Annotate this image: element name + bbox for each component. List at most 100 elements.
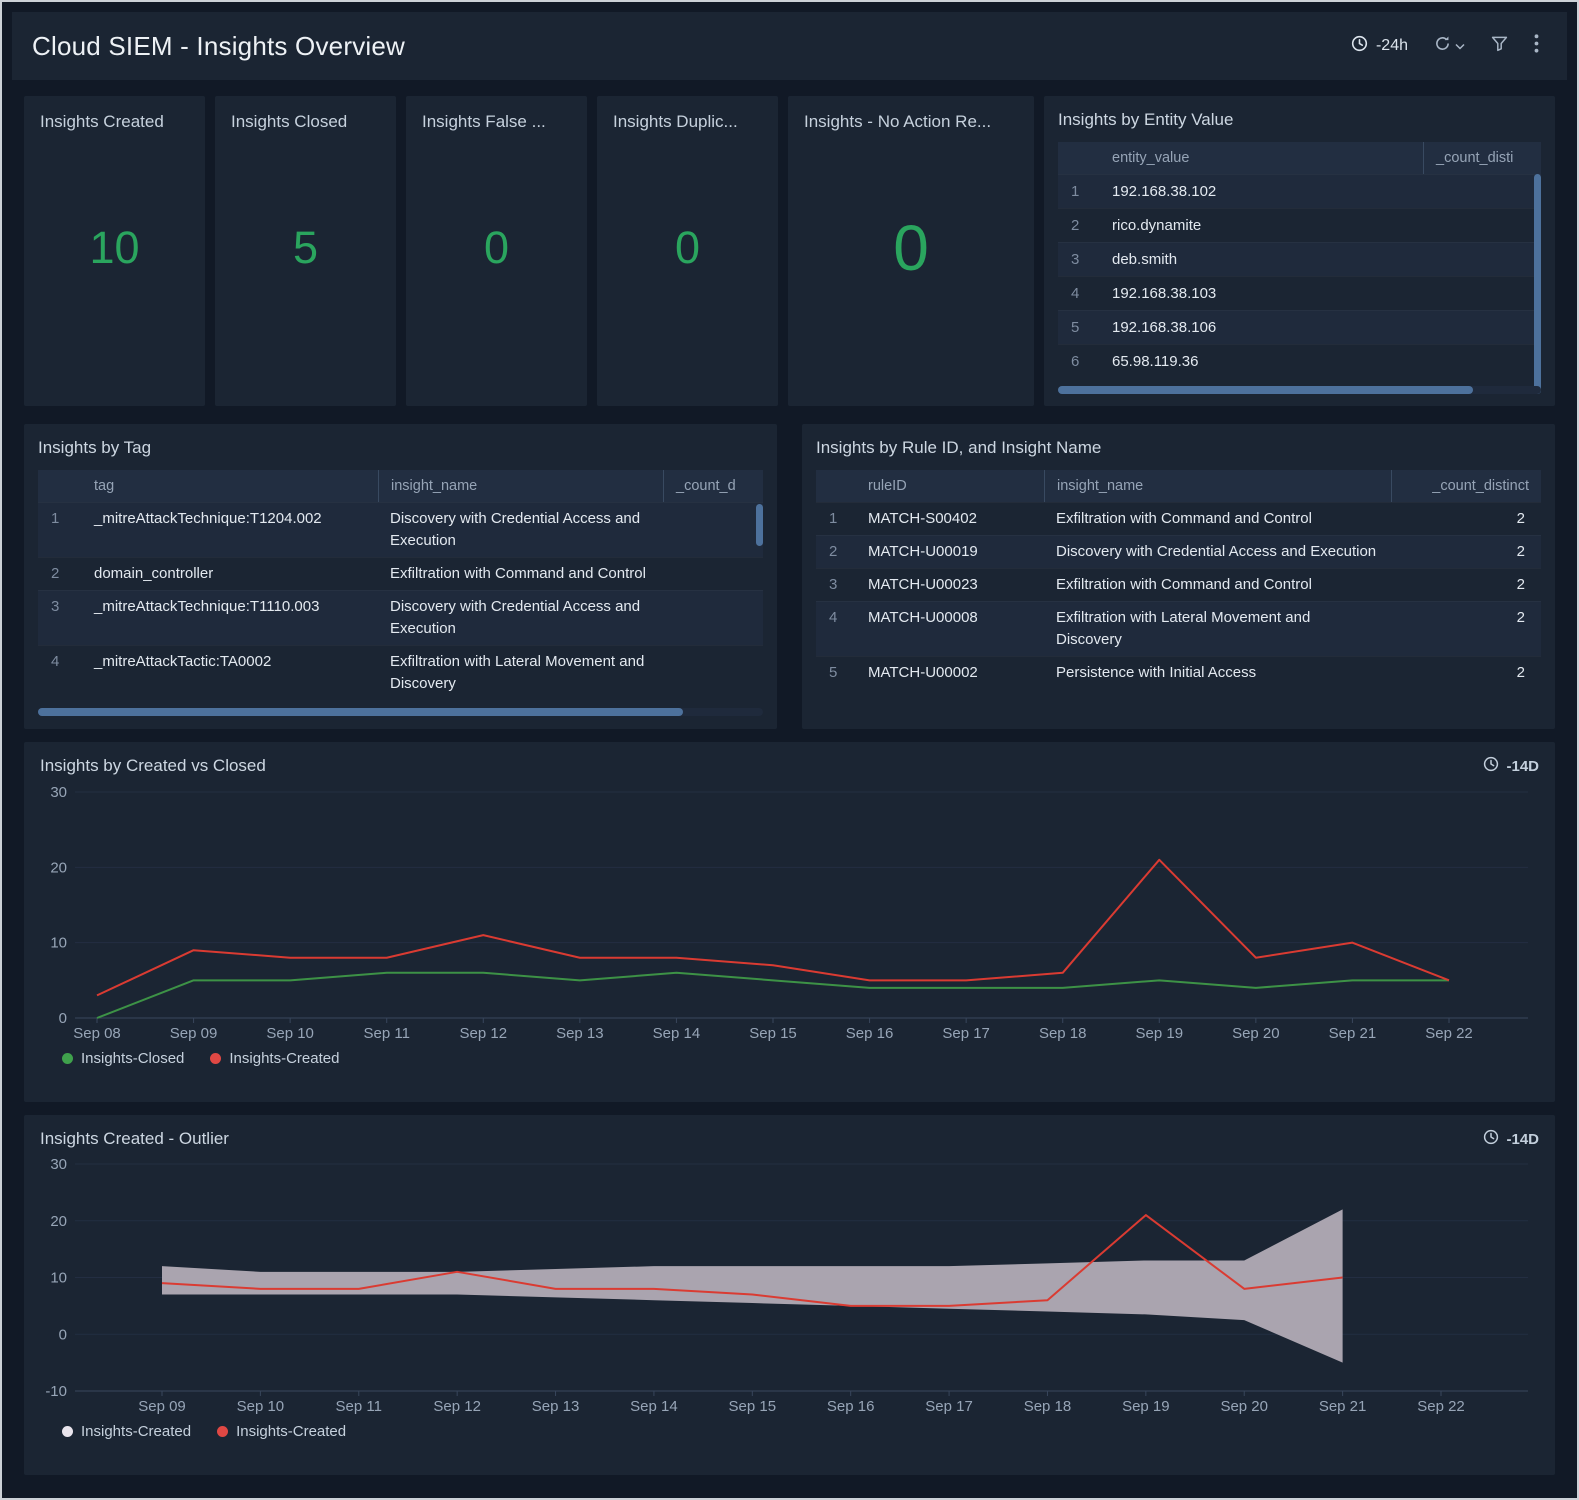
- header-cell-entity-value[interactable]: entity_value: [1100, 142, 1423, 174]
- svg-text:Sep 20: Sep 20: [1232, 1025, 1280, 1042]
- table-row[interactable]: 3_mitreAttackTechnique:T1110.003Discover…: [38, 590, 763, 645]
- clock-icon: [1483, 1129, 1499, 1149]
- table-row[interactable]: 4192.168.38.103: [1058, 276, 1541, 310]
- table-row[interactable]: 4_mitreAttackTactic:TA0002Exfiltration w…: [38, 645, 763, 700]
- entity-value-cell: 192.168.38.106: [1100, 311, 1423, 344]
- refresh-button[interactable]: [1434, 35, 1465, 57]
- count-cell: [663, 646, 763, 700]
- table-row[interactable]: 665.98.119.36: [1058, 344, 1541, 378]
- rule-id-cell: MATCH-U00008: [856, 602, 1044, 656]
- svg-text:Sep 09: Sep 09: [138, 1398, 186, 1415]
- rule-id-cell: MATCH-U00019: [856, 536, 1044, 568]
- legend-item[interactable]: Insights-Created: [62, 1423, 191, 1440]
- dashboard-title: Cloud SIEM - Insights Overview: [32, 31, 405, 62]
- row-index: 1: [816, 503, 856, 535]
- table-row[interactable]: 3deb.smith: [1058, 242, 1541, 276]
- header-cell-count[interactable]: _count_d: [663, 470, 763, 502]
- svg-text:Sep 16: Sep 16: [846, 1025, 894, 1042]
- svg-text:0: 0: [59, 1326, 67, 1343]
- header-cell-count[interactable]: _count_distinct: [1391, 470, 1541, 502]
- row-index: 2: [816, 536, 856, 568]
- vertical-scrollbar-thumb[interactable]: [756, 504, 763, 546]
- insights-by-entity-value-panel: Insights by Entity Value entity_value _c…: [1044, 96, 1555, 406]
- table-row[interactable]: 4MATCH-U00008Exfiltration with Lateral M…: [816, 601, 1541, 656]
- svg-text:Sep 11: Sep 11: [363, 1025, 409, 1042]
- header-cell-count[interactable]: _count_disti: [1423, 142, 1541, 174]
- horizontal-scrollbar-thumb[interactable]: [38, 708, 683, 716]
- kebab-menu-icon: [1534, 34, 1539, 58]
- tag-cell: domain_controller: [82, 558, 378, 590]
- chart-header: Insights by Created vs Closed -14D: [40, 756, 1539, 776]
- legend-item[interactable]: Insights-Created: [217, 1423, 346, 1440]
- header-cell-index: [38, 470, 82, 502]
- insight-name-cell: Discovery with Credential Access and Exe…: [378, 591, 663, 645]
- rule-id-cell: MATCH-U00002: [856, 657, 1044, 689]
- header-cell-tag[interactable]: tag: [82, 470, 378, 502]
- insight-name-cell: Persistence with Initial Access: [1044, 657, 1391, 689]
- header-cell-rule-id[interactable]: ruleID: [856, 470, 1044, 502]
- tables-row: Insights by Tag tag insight_name _count_…: [24, 424, 1555, 729]
- table-row[interactable]: 2domain_controllerExfiltration with Comm…: [38, 557, 763, 590]
- table-row[interactable]: 1MATCH-S00402Exfiltration with Command a…: [816, 502, 1541, 535]
- count-cell: 2: [1391, 602, 1541, 656]
- panel-title: Insights Created - Outlier: [40, 1129, 229, 1149]
- created-vs-closed-chart-canvas[interactable]: 0102030Sep 08Sep 09Sep 10Sep 11Sep 12Sep…: [40, 782, 1539, 1044]
- entity-table-body: 1192.168.38.1022rico.dynamite3deb.smith4…: [1058, 174, 1541, 378]
- svg-text:Sep 12: Sep 12: [433, 1398, 481, 1415]
- svg-text:Sep 18: Sep 18: [1024, 1398, 1072, 1415]
- more-options-button[interactable]: [1534, 34, 1539, 58]
- vertical-scrollbar: [1534, 174, 1541, 394]
- header-cell-index: [816, 470, 856, 502]
- table-row[interactable]: 5MATCH-U00002Persistence with Initial Ac…: [816, 656, 1541, 689]
- horizontal-scrollbar-thumb[interactable]: [1058, 386, 1473, 394]
- chart-time-range-label: -14D: [1506, 1131, 1539, 1148]
- panel-insights-duplicate: Insights Duplic... 0: [597, 96, 778, 406]
- tag-cell: _mitreAttackTechnique:T1204.002: [82, 503, 378, 557]
- vertical-scrollbar-thumb[interactable]: [1534, 174, 1541, 394]
- row-index: 3: [1058, 243, 1100, 276]
- rule-table: ruleID insight_name _count_distinct 1MAT…: [816, 470, 1541, 689]
- legend-item[interactable]: Insights-Closed: [62, 1050, 184, 1067]
- svg-text:-10: -10: [45, 1383, 67, 1400]
- tag-cell: _mitreAttackTactic:TA0002: [82, 646, 378, 700]
- svg-text:20: 20: [50, 1213, 67, 1230]
- filter-icon: [1491, 35, 1508, 57]
- table-row[interactable]: 5192.168.38.106: [1058, 310, 1541, 344]
- filter-button[interactable]: [1491, 35, 1508, 57]
- table-row[interactable]: 3MATCH-U00023Exfiltration with Command a…: [816, 568, 1541, 601]
- table-row[interactable]: 1192.168.38.102: [1058, 174, 1541, 208]
- panel-insights-created: Insights Created 10: [24, 96, 205, 406]
- table-row[interactable]: 2MATCH-U00019Discovery with Credential A…: [816, 535, 1541, 568]
- panel-title: Insights by Tag: [38, 438, 763, 458]
- row-index: 4: [1058, 277, 1100, 310]
- svg-text:Sep 14: Sep 14: [630, 1398, 678, 1415]
- count-cell: 2: [1391, 536, 1541, 568]
- row-index: 5: [1058, 311, 1100, 344]
- count-cell: 2: [1391, 657, 1541, 689]
- svg-text:Sep 17: Sep 17: [925, 1398, 973, 1415]
- chart-time-range-button[interactable]: -14D: [1483, 756, 1539, 776]
- chart-legend: Insights-Created Insights-Created: [62, 1423, 1539, 1440]
- svg-text:Sep 16: Sep 16: [827, 1398, 875, 1415]
- row-index: 1: [38, 503, 82, 557]
- chart-time-range-label: -14D: [1506, 758, 1539, 775]
- outlier-chart-canvas[interactable]: -100102030Sep 09Sep 10Sep 11Sep 12Sep 13…: [40, 1155, 1539, 1417]
- count-cell: [1423, 243, 1541, 276]
- time-range-button[interactable]: -24h: [1351, 35, 1408, 57]
- panel-insights-false: Insights False ... 0: [406, 96, 587, 406]
- stat-value: 0: [804, 132, 1018, 390]
- table-row[interactable]: 2rico.dynamite: [1058, 208, 1541, 242]
- row-index: 3: [816, 569, 856, 601]
- entity-table: entity_value _count_disti 1192.168.38.10…: [1058, 142, 1541, 394]
- header-cell-insight-name[interactable]: insight_name: [1044, 470, 1391, 502]
- table-row[interactable]: 1_mitreAttackTechnique:T1204.002Discover…: [38, 502, 763, 557]
- insight-name-cell: Exfiltration with Lateral Movement and D…: [378, 646, 663, 700]
- count-cell: [1423, 175, 1541, 208]
- insights-created-outlier-panel: Insights Created - Outlier -14D -1001020…: [24, 1115, 1555, 1475]
- insight-name-cell: Exfiltration with Command and Control: [1044, 569, 1391, 601]
- chart-time-range-button[interactable]: -14D: [1483, 1129, 1539, 1149]
- legend-item[interactable]: Insights-Created: [210, 1050, 339, 1067]
- count-cell: [1423, 277, 1541, 310]
- tag-cell: _mitreAttackTechnique:T1110.003: [82, 591, 378, 645]
- header-cell-insight-name[interactable]: insight_name: [378, 470, 663, 502]
